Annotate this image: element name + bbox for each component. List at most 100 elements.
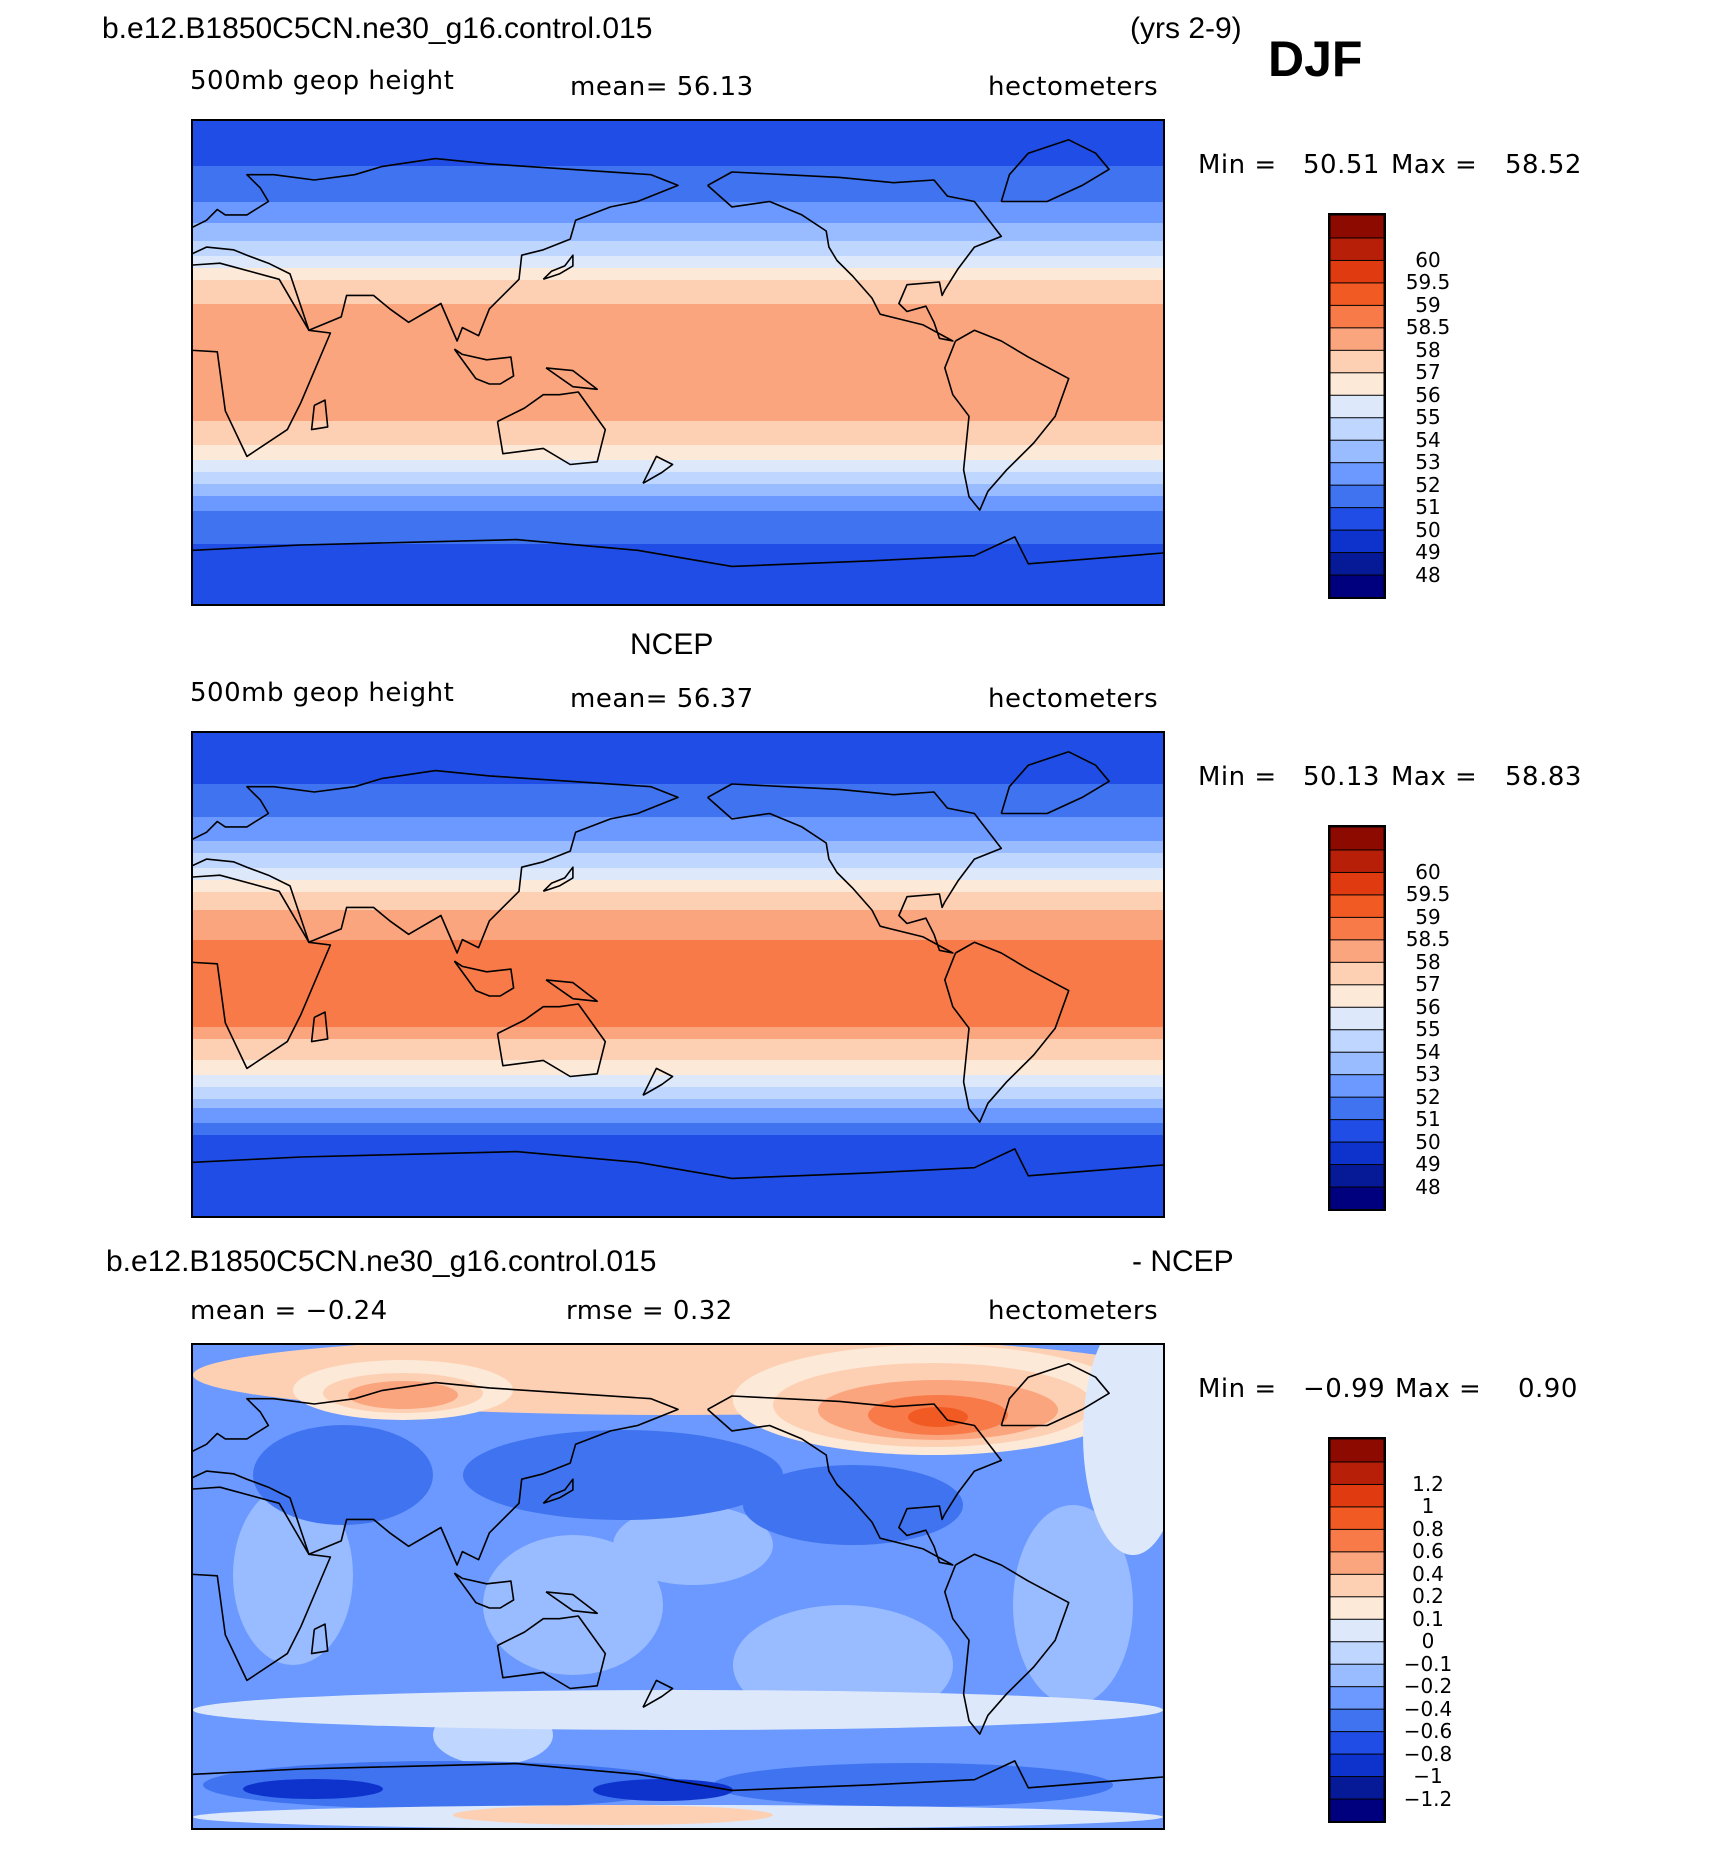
field-band bbox=[193, 1060, 1163, 1064]
field-band bbox=[193, 190, 1163, 194]
p2-min-value: 50.13 bbox=[1303, 762, 1380, 792]
field-band bbox=[193, 514, 1163, 518]
colorbar-swatch bbox=[1330, 326, 1384, 351]
p2-colorbar bbox=[1328, 825, 1386, 1211]
field-band bbox=[193, 1153, 1163, 1157]
field-band bbox=[193, 535, 1163, 539]
field-band bbox=[193, 994, 1163, 998]
field-band bbox=[193, 232, 1163, 236]
field-band bbox=[193, 1099, 1163, 1103]
field-band bbox=[193, 424, 1163, 428]
colorbar-swatch bbox=[1330, 1753, 1384, 1778]
field-band bbox=[193, 280, 1163, 284]
field-band bbox=[193, 172, 1163, 176]
field-band bbox=[193, 787, 1163, 791]
field-band bbox=[193, 361, 1163, 365]
p2-title: NCEP bbox=[630, 628, 714, 661]
coastline bbox=[193, 1760, 1163, 1792]
field-band bbox=[193, 979, 1163, 983]
coastline bbox=[707, 1395, 1003, 1566]
colorbar-swatch bbox=[1330, 1118, 1384, 1143]
field-band bbox=[193, 739, 1163, 743]
colorbar-swatch bbox=[1330, 215, 1384, 239]
p1-contour-field bbox=[193, 121, 1163, 604]
p3-map bbox=[191, 1343, 1165, 1830]
field-band bbox=[193, 805, 1163, 809]
field-band bbox=[193, 400, 1163, 404]
field-band bbox=[193, 1213, 1163, 1216]
field-band bbox=[193, 373, 1163, 377]
p2-mean: mean= 56.37 bbox=[570, 684, 754, 714]
colorbar-swatch bbox=[1330, 1505, 1384, 1530]
field-band bbox=[193, 844, 1163, 848]
field-band bbox=[193, 1087, 1163, 1091]
field-band bbox=[193, 319, 1163, 323]
p3-colorbar bbox=[1328, 1437, 1386, 1823]
field-band bbox=[193, 553, 1163, 557]
diff-anomaly-region bbox=[243, 1779, 383, 1799]
field-band bbox=[193, 148, 1163, 152]
colorbar-tick-label: 51 bbox=[1415, 495, 1441, 520]
field-band bbox=[193, 1054, 1163, 1058]
colorbar-swatch bbox=[1330, 281, 1384, 306]
colorbar-tick-label: 49 bbox=[1415, 540, 1441, 565]
p1-max-value: 58.52 bbox=[1505, 150, 1582, 180]
season-label: DJF bbox=[1268, 31, 1363, 87]
colorbar-swatch bbox=[1330, 416, 1384, 441]
field-band bbox=[193, 799, 1163, 803]
field-band bbox=[193, 472, 1163, 476]
field-band bbox=[193, 1069, 1163, 1073]
field-band bbox=[193, 1027, 1163, 1031]
p3-case-title: b.e12.B1850C5CN.ne30_g16.control.015 bbox=[106, 1245, 657, 1278]
field-band bbox=[193, 1024, 1163, 1028]
colorbar-tick-label: 0.6 bbox=[1412, 1539, 1444, 1564]
field-band bbox=[193, 520, 1163, 524]
diff-anomaly-region bbox=[453, 1805, 773, 1825]
colorbar-swatch bbox=[1330, 394, 1384, 419]
colorbar-tick-label: −1 bbox=[1413, 1764, 1443, 1789]
coastline bbox=[193, 769, 679, 954]
field-band bbox=[193, 193, 1163, 197]
field-band bbox=[193, 1081, 1163, 1085]
p3-contour-field bbox=[193, 1345, 1163, 1828]
colorbar-tick-label: 0.2 bbox=[1412, 1584, 1444, 1609]
field-band bbox=[193, 802, 1163, 806]
coastline bbox=[944, 329, 1070, 511]
colorbar-tick-label: 50 bbox=[1415, 1129, 1441, 1154]
field-band bbox=[193, 1078, 1163, 1082]
field-band bbox=[193, 853, 1163, 857]
field-band bbox=[193, 1204, 1163, 1208]
field-band bbox=[193, 349, 1163, 353]
field-band bbox=[193, 742, 1163, 746]
colorbar-tick-label: 60 bbox=[1415, 859, 1441, 884]
field-band bbox=[193, 790, 1163, 794]
colorbar-swatch bbox=[1330, 1685, 1384, 1710]
colorbar-swatch bbox=[1330, 304, 1384, 329]
field-band bbox=[193, 301, 1163, 305]
field-band bbox=[193, 901, 1163, 905]
colorbar-tick-label: 55 bbox=[1415, 1017, 1441, 1042]
p3-units: hectometers bbox=[988, 1296, 1159, 1326]
field-band bbox=[193, 592, 1163, 596]
field-band bbox=[193, 529, 1163, 533]
field-band bbox=[193, 127, 1163, 131]
field-band bbox=[193, 451, 1163, 455]
colorbar-swatch bbox=[1330, 439, 1384, 464]
coastline-layer bbox=[193, 1363, 1163, 1792]
colorbar-swatch bbox=[1330, 1550, 1384, 1575]
field-band bbox=[193, 952, 1163, 956]
field-band bbox=[193, 865, 1163, 869]
field-band bbox=[193, 466, 1163, 470]
field-band bbox=[193, 415, 1163, 419]
colorbar-swatch bbox=[1330, 506, 1384, 531]
field-band bbox=[193, 169, 1163, 173]
colorbar-tick-label: 58.5 bbox=[1405, 315, 1451, 340]
coastline bbox=[642, 1067, 674, 1096]
field-band bbox=[193, 868, 1163, 872]
colorbar-tick-label: 54 bbox=[1415, 1039, 1441, 1064]
field-band bbox=[193, 391, 1163, 395]
colorbar-tick-label: 1.2 bbox=[1412, 1471, 1444, 1496]
field-band bbox=[193, 580, 1163, 584]
field-band bbox=[193, 598, 1163, 602]
colorbar-swatch bbox=[1330, 551, 1384, 576]
